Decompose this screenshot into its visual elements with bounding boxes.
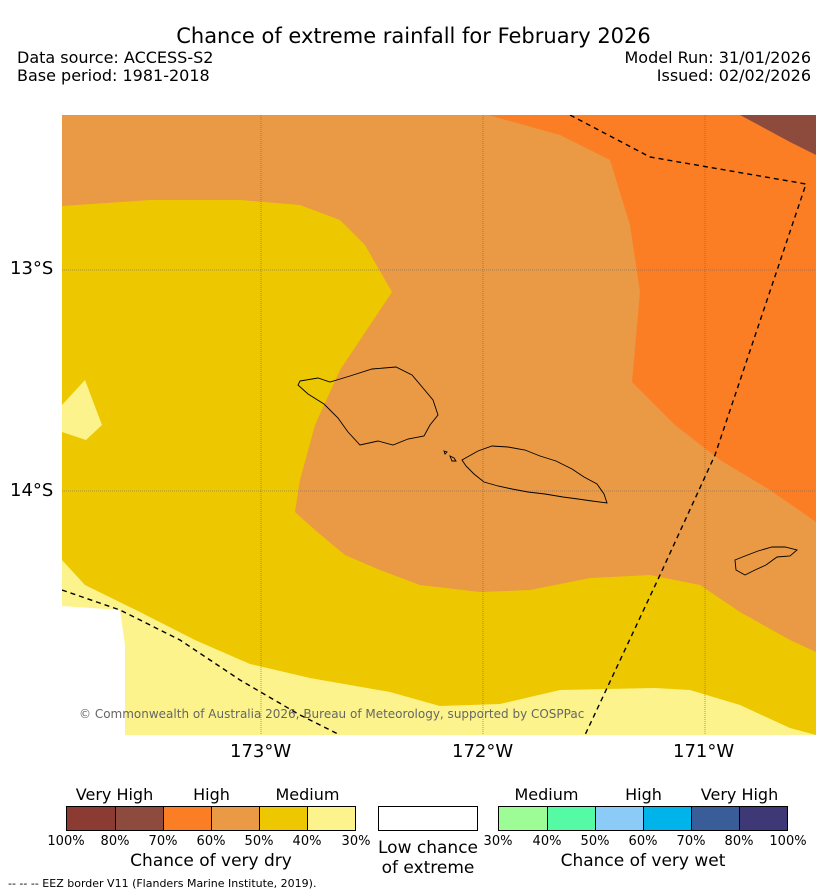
zone-dry-70-80 (740, 115, 816, 155)
tick-dry-80: 80% (100, 834, 130, 849)
eez-footnote: -- -- -- EEZ border V11 (Flanders Marine… (8, 877, 317, 890)
lon-label-171w: 171°W (673, 741, 735, 762)
rainfall-map: © Commonwealth of Australia 2026, Bureau… (62, 115, 816, 735)
zone-dry-50-60 (62, 115, 816, 652)
legend-dry-high: High (193, 785, 230, 804)
data-source-label: Data source: ACCESS-S2 (17, 48, 214, 67)
island-islet (449, 455, 457, 462)
tick-wet-100: 100% (769, 834, 807, 849)
lon-label-173w: 173°W (230, 741, 292, 762)
swatch-wet-50-60 (595, 806, 644, 831)
tick-wet-70: 70% (676, 834, 706, 849)
swatch-dry-40-30 (307, 806, 356, 831)
legend-dry-medium: Medium (275, 785, 340, 804)
legend-wet-medium: Medium (514, 785, 579, 804)
tick-dry-40: 40% (292, 834, 322, 849)
legend-wet-high: High (625, 785, 662, 804)
lat-label-14s: 14°S (10, 480, 54, 501)
legend-wet-very-high: Very High (700, 785, 779, 804)
copyright-text: © Commonwealth of Australia 2026, Bureau… (79, 707, 584, 721)
tick-dry-60: 60% (196, 834, 226, 849)
tick-wet-40: 40% (532, 834, 562, 849)
legend-wet-title: Chance of very wet (560, 851, 726, 871)
tick-dry-30: 30% (341, 834, 371, 849)
map-title: Chance of extreme rainfall for February … (176, 24, 651, 48)
tick-wet-60: 60% (628, 834, 658, 849)
zone-low-chance (62, 606, 125, 735)
swatch-wet-70-80 (691, 806, 740, 831)
swatch-wet-30-40 (498, 806, 548, 831)
legend-dry-title: Chance of very dry (130, 851, 292, 871)
swatch-dry-70-60 (163, 806, 212, 831)
island-islet2 (443, 450, 448, 455)
island-savaii (297, 366, 439, 446)
swatch-dry-60-50 (211, 806, 260, 831)
issued-label: Issued: 02/02/2026 (656, 66, 811, 85)
swatch-wet-60-70 (643, 806, 692, 831)
island-upolu (461, 445, 608, 504)
tick-wet-50: 50% (580, 834, 610, 849)
swatch-wet-40-50 (547, 806, 596, 831)
tick-dry-70: 70% (148, 834, 178, 849)
tick-wet-80: 80% (724, 834, 754, 849)
tick-dry-50: 50% (244, 834, 274, 849)
eez-border (62, 115, 807, 735)
zone-dry-60-70 (488, 115, 816, 522)
legend-low-chance-line2: of extreme (381, 858, 475, 878)
lat-label-13s: 13°S (10, 258, 54, 279)
island-tutuila (734, 546, 798, 576)
legend-low-chance-line1: Low chance (378, 838, 478, 858)
lon-label-172w: 172°W (452, 741, 514, 762)
legend-dry-very-high: Very High (75, 785, 154, 804)
tick-wet-30: 30% (483, 834, 513, 849)
base-period-label: Base period: 1981-2018 (17, 66, 210, 85)
tick-dry-100: 100% (47, 834, 85, 849)
swatch-wet-80-100 (739, 806, 788, 831)
swatch-dry-50-40 (259, 806, 308, 831)
zone-dry-30-40-patch (62, 380, 102, 440)
swatch-dry-100-80 (66, 806, 116, 831)
swatch-dry-80-70 (115, 806, 164, 831)
model-run-label: Model Run: 31/01/2026 (624, 48, 812, 67)
swatch-low-chance (378, 806, 478, 831)
